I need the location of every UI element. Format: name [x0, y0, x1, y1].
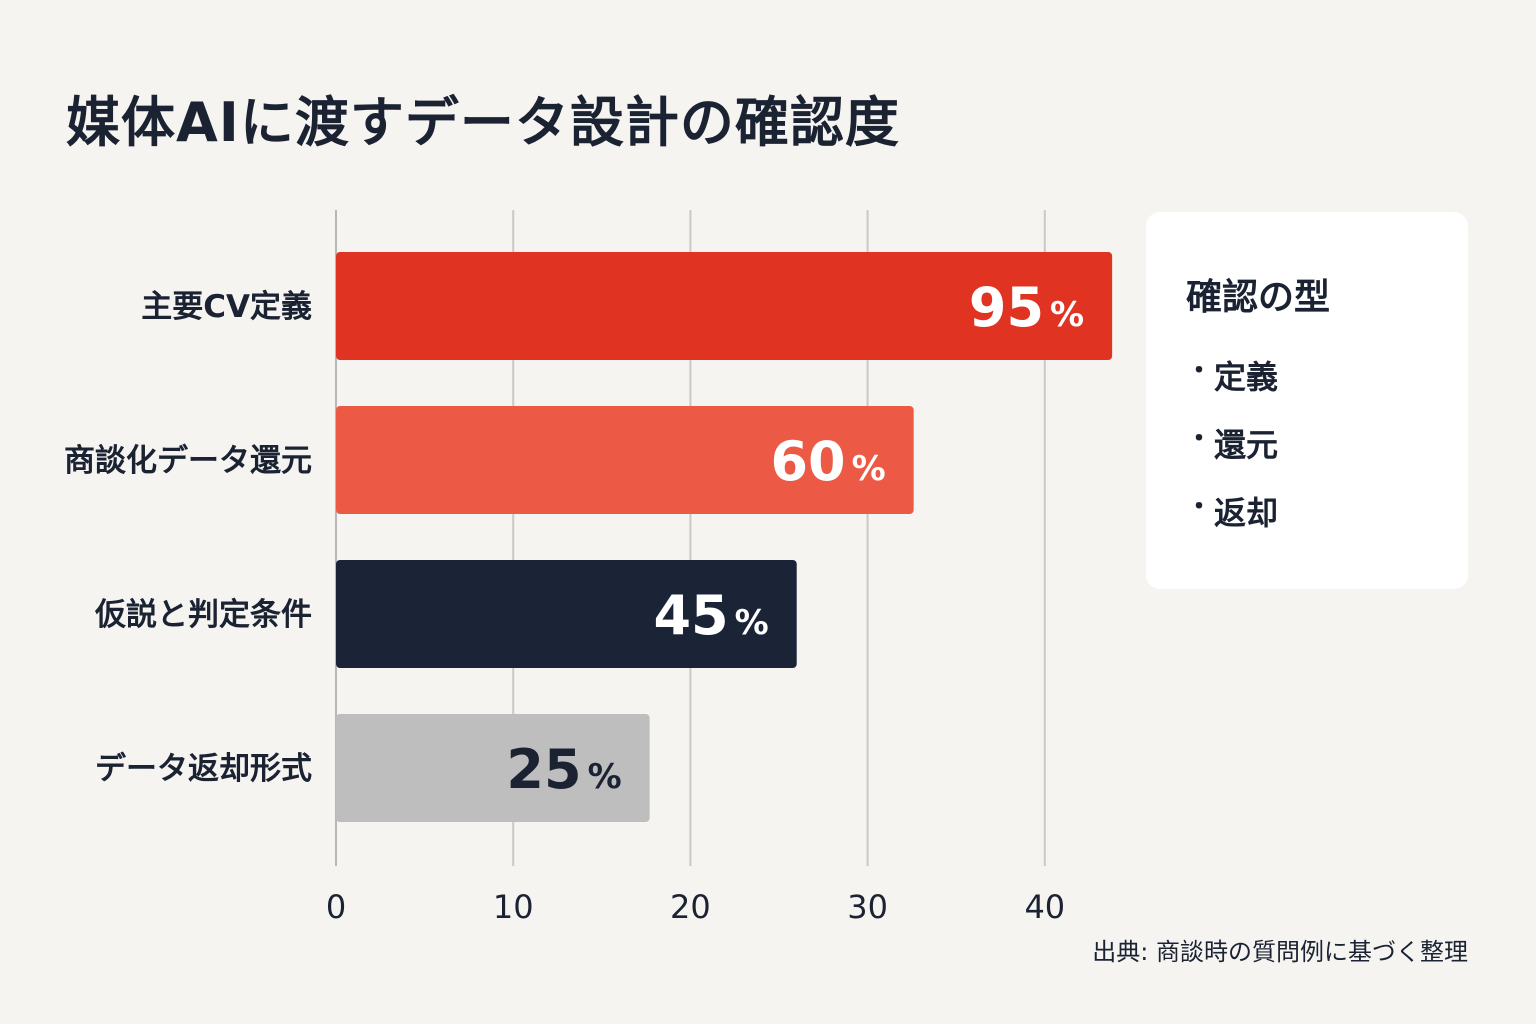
legend-list: ・ 定義 ・ 還元 ・ 返却 [1186, 352, 1428, 556]
x-tick-label: 20 [670, 888, 711, 926]
bullet-icon: ・ [1186, 424, 1213, 454]
x-tick-label: 30 [847, 888, 888, 926]
value-label: 95% [969, 276, 1084, 339]
category-label: 主要CV定義 [141, 289, 312, 325]
legend-item: ・ 返却 [1186, 488, 1428, 556]
value-percent-sign: % [588, 757, 622, 797]
x-tick-label: 40 [1024, 888, 1065, 926]
bullet-icon: ・ [1186, 356, 1213, 386]
value-number: 60 [770, 430, 845, 493]
value-number: 45 [653, 584, 728, 647]
category-label: 商談化データ還元 [64, 443, 312, 479]
legend-item-label: 還元 [1214, 426, 1279, 464]
legend-title: 確認の型 [1186, 277, 1331, 318]
category-label: データ返却形式 [95, 751, 312, 787]
chart-title: 媒体AIに渡すデータ設計の確認度 [66, 91, 900, 154]
value-number: 25 [506, 738, 581, 801]
value-number: 95 [969, 276, 1044, 339]
value-label: 45% [653, 584, 768, 647]
value-label: 25% [506, 738, 621, 801]
legend-item: ・ 還元 [1186, 420, 1428, 488]
category-label: 仮説と判定条件 [94, 597, 312, 633]
legend-panel: 確認の型 ・ 定義 ・ 還元 ・ 返却 [1146, 212, 1468, 589]
bars [336, 252, 1113, 822]
source-note: 出典: 商談時の質問例に基づく整理 [1092, 938, 1468, 966]
bar [336, 714, 650, 822]
value-percent-sign: % [1050, 295, 1084, 335]
bullet-icon: ・ [1186, 492, 1213, 522]
x-tick-label: 0 [326, 888, 346, 926]
x-tick-label: 10 [493, 888, 534, 926]
legend-item: ・ 定義 [1186, 352, 1428, 420]
value-percent-sign: % [735, 603, 769, 643]
value-percent-sign: % [852, 449, 886, 489]
bar [336, 252, 1113, 360]
bar [336, 560, 797, 668]
labels: 0 10 20 30 40 主要CV定義 95 % 商談化データ還元 60 % 仮説と判定条件 45 % デ… [64, 276, 1084, 926]
bar [336, 406, 914, 514]
legend-item-label: 返却 [1214, 494, 1279, 532]
value-label: 60% [770, 430, 885, 493]
legend-item-label: 定義 [1214, 358, 1279, 396]
